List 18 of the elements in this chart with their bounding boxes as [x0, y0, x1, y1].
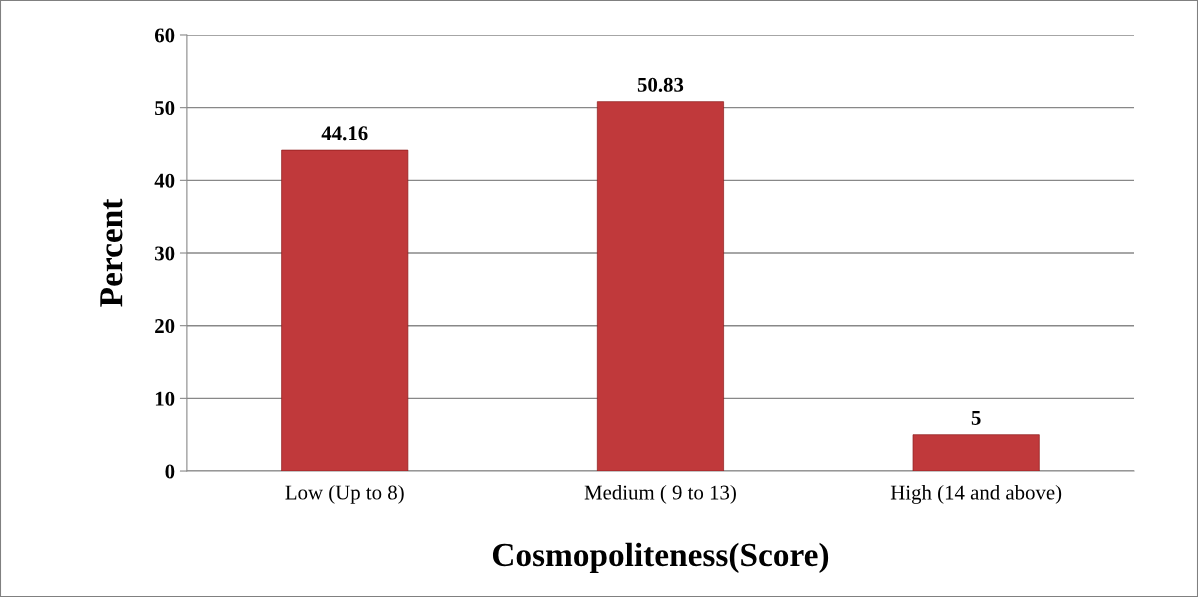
x-tick-label: Medium ( 9 to 13): [584, 484, 736, 504]
x-tick-label: Low (Up to 8): [285, 484, 404, 504]
bar: [281, 149, 409, 472]
data-label: 50.83: [637, 77, 684, 92]
y-tick-label: 50: [155, 101, 175, 116]
y-tick-label: 30: [155, 246, 175, 261]
y-tick-label: 20: [155, 319, 175, 334]
y-tick-label: 40: [154, 173, 175, 188]
y-tick-label: 0: [165, 464, 175, 479]
bar: [912, 434, 1040, 472]
y-axis-title: Percent: [100, 198, 123, 307]
y-tick-label: 10: [155, 391, 175, 406]
y-tick-label: 60: [154, 28, 175, 43]
x-tick-label: High (14 and above): [890, 484, 1062, 504]
data-label: 5: [971, 411, 981, 425]
bar: [596, 101, 724, 472]
data-label: 44.16: [321, 126, 368, 141]
x-axis-title: Cosmopoliteness(Score): [492, 542, 829, 573]
